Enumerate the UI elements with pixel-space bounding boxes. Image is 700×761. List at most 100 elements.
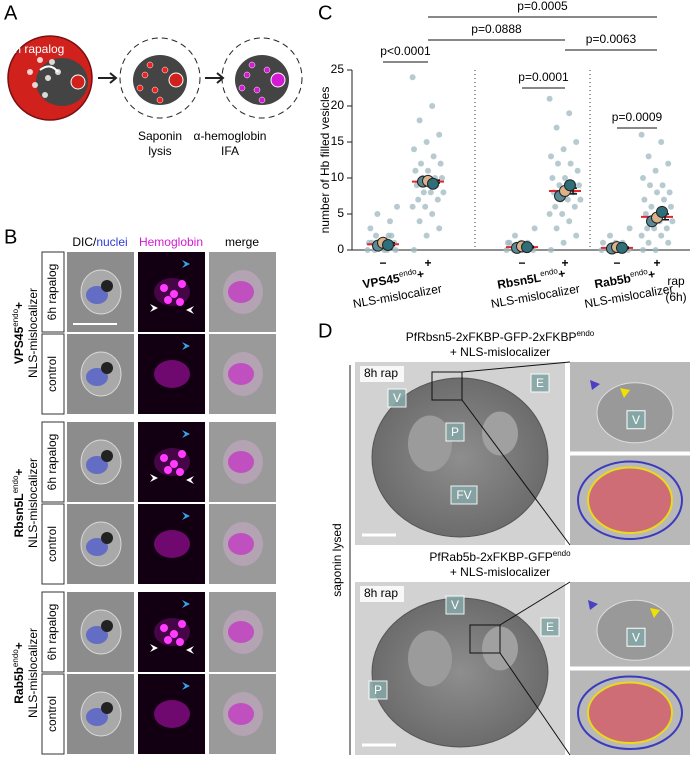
header-nuclei: nuclei <box>96 235 127 249</box>
decoration <box>228 621 254 643</box>
decoration <box>136 84 144 92</box>
decoration <box>41 503 65 585</box>
decoration <box>86 538 108 556</box>
group-sup: endo <box>11 475 20 493</box>
p-value: p=0.0009 <box>612 110 663 124</box>
data-point <box>571 203 578 210</box>
data-point <box>666 189 673 196</box>
panel-letter: B <box>4 226 17 248</box>
data-point <box>654 189 660 196</box>
data-point <box>567 160 574 167</box>
decoration <box>160 284 168 292</box>
em-title: PfRab5b-2xFKBP-GFPendo <box>429 549 571 565</box>
decoration <box>182 682 190 690</box>
organelle-label: V <box>451 598 459 612</box>
data-point <box>661 196 667 203</box>
header-dic: DIC/ <box>72 235 97 249</box>
panel-a-vesicles <box>27 57 271 104</box>
decoration <box>587 466 673 534</box>
x-tick-label: − <box>518 256 525 270</box>
decoration <box>178 620 186 628</box>
data-point <box>576 182 582 189</box>
data-point <box>416 117 423 124</box>
decoration <box>248 61 256 69</box>
x-tick-label: + <box>561 256 568 270</box>
label-bg <box>360 586 404 602</box>
group-label: VPS45endo+ <box>11 302 27 364</box>
step-label: Saponin <box>138 129 182 143</box>
decoration <box>431 371 463 401</box>
replicate-mean <box>564 179 576 192</box>
decoration <box>86 626 108 644</box>
group-sup: endo <box>11 308 20 326</box>
decoration <box>450 485 478 505</box>
decoration <box>55 69 61 75</box>
decoration <box>228 703 254 725</box>
y-tick-label: 20 <box>331 98 345 112</box>
decoration <box>27 69 33 75</box>
decoration <box>164 636 172 644</box>
data-point <box>436 131 443 138</box>
data-point <box>600 239 606 246</box>
em-title-line2: + NLS-mislocalizer <box>450 565 550 579</box>
decoration <box>150 474 158 482</box>
data-point <box>374 211 381 217</box>
organelle-label: P <box>374 683 382 697</box>
decoration <box>228 451 254 473</box>
group-label: Rab5bendo+ <box>11 642 27 704</box>
decoration <box>101 280 113 292</box>
data-point <box>429 211 436 217</box>
em-title-sup: endo <box>553 549 571 558</box>
data-point <box>560 146 567 153</box>
data-point <box>416 218 423 225</box>
decoration <box>45 75 51 81</box>
column-header: Hemoglobin <box>139 235 203 249</box>
data-point <box>367 225 374 232</box>
group-label: VPS45endo+ <box>361 265 425 291</box>
data-point <box>411 247 417 253</box>
decoration <box>164 296 172 304</box>
group-name: Rbsn5L <box>12 493 26 537</box>
group-label-line2: NLS-mislocalizer <box>26 288 40 378</box>
em-condition: 8h rap <box>364 366 398 380</box>
data-point <box>512 232 518 239</box>
decoration <box>461 399 571 546</box>
data-point <box>437 160 444 167</box>
decoration <box>253 86 261 94</box>
data-point <box>641 196 648 203</box>
p-value: p=0.0001 <box>518 70 569 84</box>
data-point <box>607 232 613 239</box>
data-point <box>436 225 443 232</box>
data-point <box>440 189 447 196</box>
decoration <box>176 468 184 476</box>
em-title-sup: endo <box>576 329 594 338</box>
data-point <box>552 203 559 210</box>
group-name: Rab5b <box>593 271 632 291</box>
step-label: IFA <box>221 144 239 158</box>
data-point <box>665 160 672 167</box>
data-point <box>418 160 424 167</box>
organelle-label: V <box>632 630 640 644</box>
decoration <box>182 512 190 520</box>
y-tick-label: 10 <box>331 170 345 184</box>
data-point <box>439 175 445 181</box>
decoration <box>620 388 630 398</box>
decoration <box>182 260 190 268</box>
data-point <box>548 247 554 253</box>
y-axis-label: number of Hb filled vesicles <box>318 87 332 234</box>
decoration <box>540 617 560 637</box>
replicate-mean <box>521 241 533 254</box>
data-point <box>506 239 513 246</box>
data-point <box>373 232 379 239</box>
data-point <box>659 182 666 189</box>
group-suffix: + <box>557 266 566 281</box>
group-name: Rab5b <box>12 667 26 704</box>
x-tick-label: − <box>379 256 386 270</box>
group-label: Rbsn5Lendo+ <box>11 469 27 538</box>
decoration <box>228 533 254 555</box>
data-point <box>566 110 573 117</box>
row-label: control <box>45 696 59 732</box>
group-name: VPS45 <box>12 326 26 364</box>
panel-letter: C <box>318 2 332 24</box>
data-point <box>647 182 653 189</box>
